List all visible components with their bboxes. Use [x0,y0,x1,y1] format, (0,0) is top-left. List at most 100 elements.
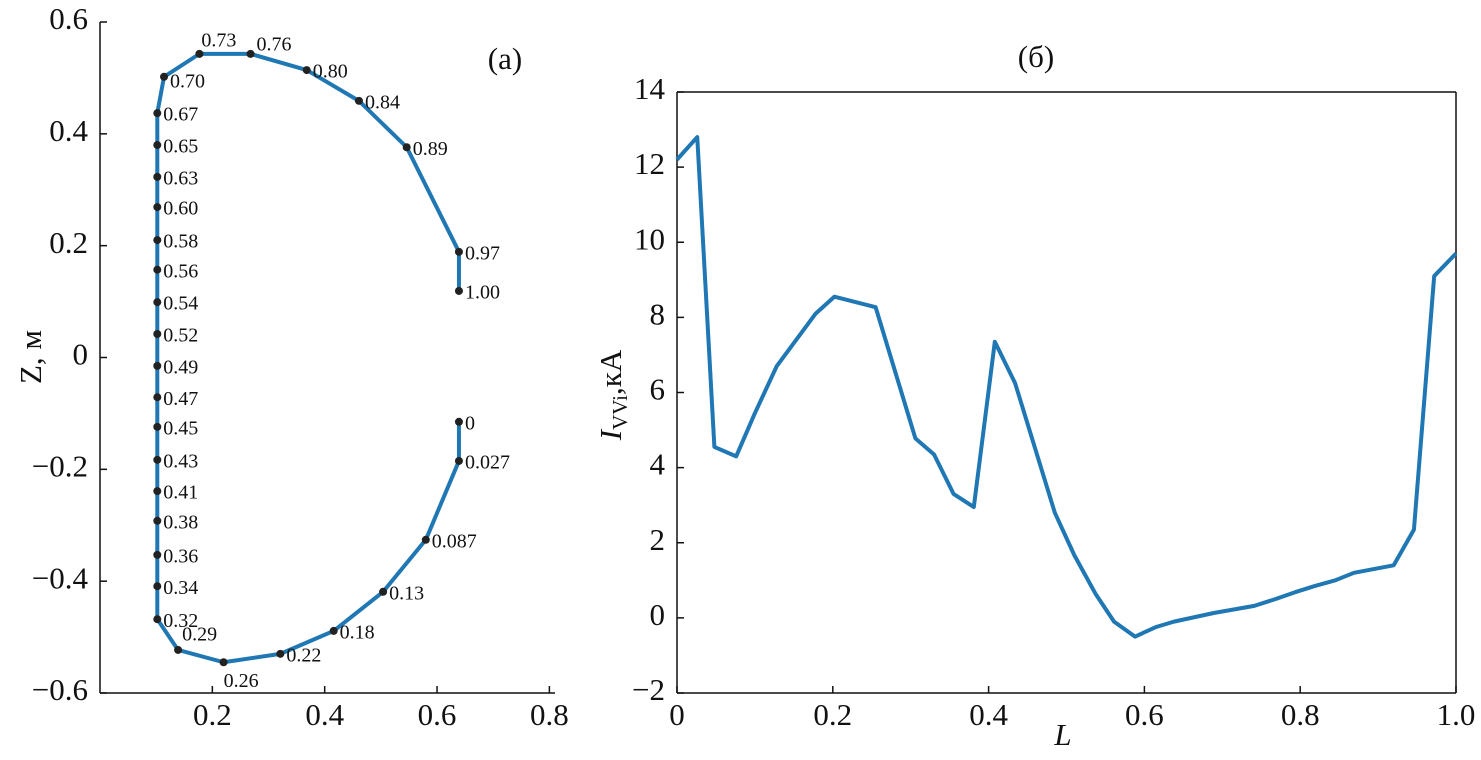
point-label: 0.67 [163,104,198,126]
point-label: 0.84 [365,91,400,113]
y-tick-label: 0.4 [49,113,88,148]
point-label: 0.73 [201,29,236,51]
y-axis-label: Z, м [13,330,48,384]
point-label: 0.58 [163,231,198,253]
data-point [329,626,338,635]
y-tick-label: −0.6 [32,672,88,707]
data-point [454,417,463,426]
y-tick-label: −0.2 [32,448,88,483]
data-point [195,49,204,58]
data-point [402,143,411,152]
data-point [153,236,162,245]
data-point [153,361,162,370]
point-label: 0.26 [224,670,259,692]
data-point [153,393,162,402]
y-tick-label: 14 [634,71,666,106]
y-tick-label: 4 [650,447,666,482]
data-point [246,49,255,58]
point-label: 0.13 [389,582,424,604]
y-tick-label: 0 [73,337,89,372]
x-axis-label: L [1053,717,1071,752]
data-point [153,582,162,591]
point-label: 0.80 [313,61,348,83]
point-label: 0.47 [163,388,198,410]
point-label: 0.29 [182,624,217,646]
y-tick-label: 6 [650,372,666,407]
data-point [153,172,162,181]
y-tick-label: 12 [634,146,665,181]
data-point [153,141,162,150]
point-label: 0.32 [163,610,198,632]
data-point [276,649,285,658]
data-point [454,247,463,256]
point-label: 0.63 [163,167,198,189]
data-point [153,516,162,525]
y-label-sub: VVi [608,395,632,430]
y-tick-label: −2 [632,672,665,707]
data-point [354,96,363,105]
data-point [302,66,311,75]
y-tick-label: 2 [650,522,666,557]
x-tick-label: 0.2 [813,697,852,732]
x-tick-label: 0.6 [418,697,457,732]
x-tick-label: 1.0 [1437,697,1476,732]
data-point [153,455,162,464]
point-label: 0.97 [465,242,500,264]
y-tick-label: 0.6 [49,1,88,36]
data-point [153,265,162,274]
data-point [153,109,162,118]
point-label: 0.087 [432,530,477,552]
data-point [153,487,162,496]
point-label: 0.18 [340,622,375,644]
data-point [153,615,162,624]
point-label: 0.22 [286,644,321,666]
x-tick-label: 0.8 [1281,697,1320,732]
x-tick-label: 0.2 [193,697,232,732]
data-point [153,203,162,212]
x-tick-label: 0.8 [530,697,569,732]
data-point [421,535,430,544]
data-point [174,645,183,654]
point-label: 0.41 [163,482,198,504]
y-label-main: I [593,428,628,441]
data-point [160,72,169,81]
y-tick-label: 8 [650,296,666,331]
y-tick-label: 0.2 [49,225,88,260]
point-label: 0 [465,412,475,434]
y-axis-label: IVVi,кА [593,349,632,441]
data-point [454,456,463,465]
point-label: 0.43 [163,450,198,472]
data-line [675,135,1458,639]
point-label: 0.56 [163,260,198,282]
point-label: 0.34 [163,577,198,599]
data-point [454,286,463,295]
point-label: 0.76 [257,33,292,55]
y-tick-label: 10 [634,221,665,256]
point-label: 0.45 [163,417,198,439]
point-label: 1.00 [465,282,500,304]
point-label: 0.70 [170,70,205,92]
point-label: 0.52 [163,325,198,347]
data-point [153,550,162,559]
x-tick-label: 0.4 [305,697,344,732]
point-label: 0.65 [163,136,198,158]
y-tick-label: 0 [650,597,666,632]
panel-annotation: (a) [488,41,522,76]
y-tick-label: −0.4 [32,560,89,595]
point-label: 0.54 [163,293,198,315]
panel-title: (б) [1018,39,1054,74]
data-point [153,298,162,307]
x-tick-label: 0 [669,697,685,732]
data-point [153,422,162,431]
point-label: 0.60 [163,198,198,220]
point-label: 0.49 [163,356,198,378]
point-label: 0.38 [163,511,198,533]
point-label: 0.89 [413,138,448,160]
data-point [379,587,388,596]
point-label: 0.36 [163,545,198,567]
x-tick-label: 0.6 [1125,697,1164,732]
y-label-unit: ,кА [593,349,628,395]
x-tick-label: 0.4 [969,697,1008,732]
point-label: 0.027 [465,452,510,474]
